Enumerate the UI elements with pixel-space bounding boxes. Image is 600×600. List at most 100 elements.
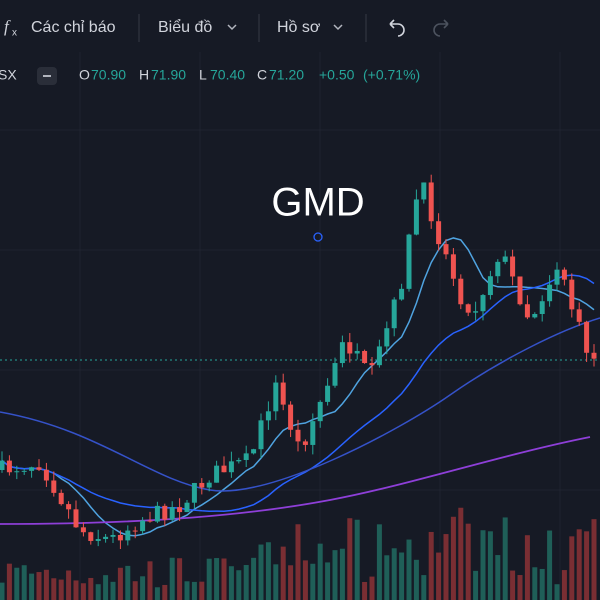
- volume-bar: [295, 524, 301, 600]
- candle-body: [162, 505, 168, 520]
- volume-bar: [495, 555, 501, 600]
- volume-bar: [51, 578, 57, 600]
- candle-body: [88, 532, 94, 541]
- volume-bar: [258, 544, 264, 600]
- candle-body: [132, 530, 138, 532]
- volume-bar: [103, 575, 109, 600]
- high-value: 71.90: [151, 67, 186, 83]
- volume-bar: [487, 531, 493, 600]
- candle-body: [95, 539, 101, 541]
- candle-body: [251, 449, 257, 454]
- volume-bar: [154, 587, 160, 600]
- candle-body: [0, 460, 5, 470]
- volume-bar: [325, 562, 331, 600]
- volume-bar: [140, 576, 146, 600]
- candle-body: [450, 254, 456, 279]
- volume-bar: [199, 581, 205, 600]
- indicators-button[interactable]: Các chỉ báo: [31, 19, 116, 36]
- chart-button[interactable]: Biểu đồ: [158, 18, 212, 36]
- candle-body: [554, 269, 560, 285]
- volume-bar: [14, 567, 20, 600]
- candle-body: [532, 313, 538, 318]
- volume-bar: [191, 581, 197, 600]
- candle-body: [110, 534, 116, 537]
- candle-body: [214, 465, 220, 483]
- volume-bar: [214, 558, 220, 600]
- volume-bar: [532, 567, 538, 600]
- volume-bar: [236, 570, 242, 600]
- chevron: [227, 24, 237, 31]
- volume-bar: [29, 573, 35, 600]
- volume-bar: [177, 558, 183, 600]
- candle-body: [21, 470, 27, 472]
- candles: [0, 174, 597, 550]
- candle-body: [443, 244, 449, 255]
- volume-bar: [524, 535, 530, 600]
- candle-body: [43, 469, 49, 481]
- volume-bar: [132, 581, 138, 600]
- volume-bar: [561, 570, 567, 600]
- candle-body: [295, 429, 301, 442]
- volume-bar: [428, 531, 434, 600]
- candle-body: [428, 182, 434, 222]
- volume-bar: [228, 566, 234, 600]
- volume-bar: [0, 582, 5, 600]
- undo-button[interactable]: [389, 19, 405, 37]
- volume-bar: [302, 560, 308, 600]
- candle-body: [584, 321, 590, 353]
- candle-body: [413, 199, 419, 235]
- volume-bar: [280, 546, 286, 600]
- volume-bar: [317, 543, 323, 600]
- candle-body: [36, 467, 42, 470]
- candle-body: [236, 459, 242, 462]
- volume: [0, 507, 597, 600]
- candle-body: [177, 507, 183, 513]
- volume-bar: [339, 548, 345, 600]
- redo-button[interactable]: [433, 19, 449, 37]
- volume-bar: [436, 552, 442, 600]
- candle-body: [221, 465, 227, 473]
- volume-bar: [443, 534, 449, 600]
- volume-bar: [569, 536, 575, 600]
- volume-bar: [450, 516, 456, 600]
- candle-body: [362, 350, 368, 364]
- volume-bar: [517, 575, 523, 600]
- chevron: [333, 24, 343, 31]
- volume-bar: [502, 517, 508, 600]
- candle-body: [66, 504, 72, 510]
- profile-button[interactable]: Hồ sơ: [277, 19, 321, 36]
- title: GMD: [271, 181, 364, 225]
- volume-bar: [110, 581, 116, 600]
- volume-bar: [332, 550, 338, 600]
- volume-bar: [184, 581, 190, 600]
- moving-average: [0, 317, 600, 492]
- candle-body: [206, 482, 212, 488]
- close-label: C: [257, 67, 267, 83]
- candle-body: [103, 536, 109, 540]
- candle-body: [576, 309, 582, 322]
- volume-bar: [95, 584, 101, 600]
- candle-body: [51, 480, 57, 493]
- candle-body: [280, 382, 286, 405]
- volume-bar: [117, 567, 123, 600]
- candle-body: [140, 520, 146, 532]
- volume-bar: [376, 524, 382, 600]
- moving-average: [0, 436, 591, 525]
- candle-body: [524, 304, 530, 318]
- volume-bar: [384, 555, 390, 600]
- volume-bar: [480, 530, 486, 600]
- candle-body: [517, 276, 523, 305]
- candle-body: [184, 502, 190, 513]
- volume-bar: [206, 558, 212, 600]
- candle-body: [495, 261, 501, 277]
- volume-bar: [265, 542, 271, 600]
- candle-body: [125, 530, 131, 541]
- grid: [0, 52, 600, 600]
- volume-bar: [576, 529, 582, 600]
- candle-body: [14, 471, 20, 473]
- volume-bar: [66, 570, 72, 600]
- volume-bar: [243, 565, 249, 600]
- fx-icon[interactable]: f: [4, 17, 11, 36]
- symbol: SX: [0, 67, 17, 83]
